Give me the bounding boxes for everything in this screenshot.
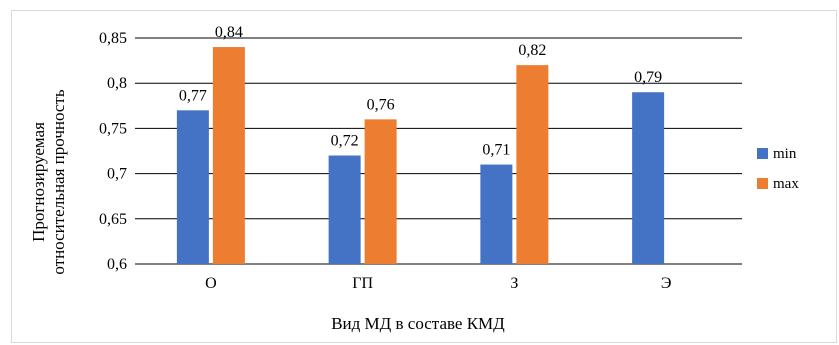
y-tick-label: 0,6 [107,256,127,273]
bar-max [212,47,245,264]
data-label-max: 0,84 [215,24,243,41]
bar-min [176,110,209,264]
bar-max [516,65,549,265]
data-label-min: 0,71 [482,142,510,159]
x-tick-label: Э [661,275,672,292]
chart-frame [11,10,837,343]
data-labels: 0,77 0,84 0,72 0,76 0,71 0,82 0,79 [179,24,662,159]
data-label-max: 0,82 [518,42,546,59]
x-tick-label: О [205,275,217,292]
y-tick-label: 0,85 [99,30,127,47]
bar-min [328,155,361,264]
data-label-min: 0,77 [179,87,207,104]
y-tick-label: 0,65 [99,211,127,228]
legend-swatch-max [757,178,768,189]
data-label-min: 0,79 [634,69,662,86]
x-axis-title: Вид МД в составе КМД [331,314,505,333]
data-label-min: 0,72 [331,133,359,150]
y-tick-label: 0,75 [99,120,127,137]
bar-min [632,92,665,265]
y-tick-label: 0,7 [107,166,127,183]
y-axis-title-line1: Прогнозируемая [29,122,48,242]
legend-label-max: max [773,176,799,192]
y-axis-title: Прогнозируемая относительная прочность [29,89,68,274]
tick-labels: 0,6 0,65 0,7 0,75 0,8 0,85 О ГП З Э [99,30,671,292]
data-label-max: 0,76 [367,96,395,113]
bar-min [480,164,513,264]
legend-label-min: min [773,146,797,162]
bar-max [364,119,397,264]
y-tick-label: 0,8 [107,75,127,92]
legend: min max [757,146,799,192]
x-tick-label: З [510,275,518,292]
y-axis-title-line2: относительная прочность [49,89,68,274]
x-tick-label: ГП [352,275,373,292]
bars [176,47,665,265]
legend-swatch-min [757,148,768,159]
